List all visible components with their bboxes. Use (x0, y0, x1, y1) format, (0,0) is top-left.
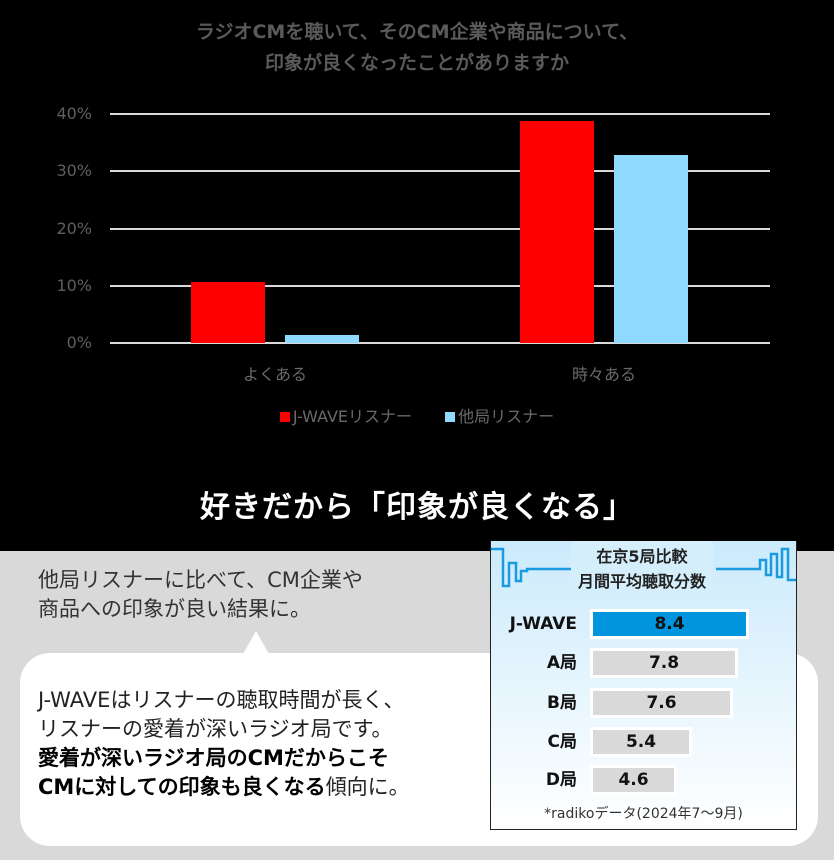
panel-title-line-1: 在京5局比較 (596, 547, 688, 566)
chart-title-line-1: ラジオCMを聴いて、そのCM企業や商品について、 (195, 21, 639, 43)
legend-label-other: 他局リスナー (458, 407, 555, 426)
bar-jwave: 8.4 (593, 612, 746, 636)
panel-title-line-2: 月間平均聴取分数 (577, 572, 706, 591)
gridline (110, 342, 770, 344)
x-label-sometimes: 時々ある (571, 365, 636, 384)
bubble-line-4-bold: CMに対しての印象も良くなる (38, 775, 326, 799)
chart-section: ラジオCMを聴いて、そのCM企業や商品について、 印象が良くなったことがあります… (0, 17, 834, 525)
y-tick-label: 30% (56, 161, 92, 181)
legend-item-jwave: J-WAVEリスナー (279, 406, 413, 428)
y-tick-label: 0% (66, 333, 92, 352)
speech-bubble-tail (243, 631, 269, 654)
bar-a: 7.8 (593, 651, 735, 675)
chart-title-line-2: 印象が良くなったことがありますか (264, 52, 569, 74)
gridline (110, 227, 770, 230)
bar-b: 7.6 (593, 691, 730, 715)
y-tick-label: 40% (56, 104, 92, 124)
bubble-line-4-normal: 傾向に。 (325, 775, 410, 799)
speech-bubble-text: J-WAVEはリスナーの聴取時間が長く、 リスナーの愛着が深いラジオ局です。 愛… (38, 686, 488, 802)
gridline (110, 170, 770, 173)
left-wave-icon (491, 547, 571, 588)
listening-time-panel: 在京5局比較 月間平均聴取分数 J-WAVE 8.4 A局 7.8 B局 7.6… (490, 541, 797, 830)
row-label-jwave: J-WAVE (509, 614, 577, 634)
bar-other-0 (285, 334, 359, 343)
y-tick-label: 20% (56, 218, 92, 238)
lead-text: 他局リスナーに比べて、CM企業や 商品への印象が良い結果に。 (38, 566, 478, 624)
legend-item-other: 他局リスナー (445, 406, 554, 428)
legend-swatch-red (279, 412, 290, 422)
bar-chart: 0% 10% 20% 30% 40% (56, 104, 770, 352)
legend-swatch-blue (445, 412, 456, 422)
lead-line-1: 他局リスナーに比べて、CM企業や (38, 568, 363, 592)
panel-title: 在京5局比較 月間平均聴取分数 (571, 541, 713, 602)
chart-legend: J-WAVEリスナー 他局リスナー (0, 406, 834, 428)
gridline (110, 284, 770, 287)
bar-jwave-0 (191, 281, 265, 343)
row-label-d: D局 (545, 770, 577, 790)
x-label-often: よくある (242, 365, 307, 384)
bubble-line-3: 愛着が深いラジオ局のCMだからこそ (38, 746, 389, 770)
right-wave-icon (716, 547, 796, 582)
bubble-line-2: リスナーの愛着が深いラジオ局です。 (38, 717, 393, 741)
bubble-line-1: J-WAVEはリスナーの聴取時間が長く、 (38, 688, 405, 712)
row-label-b: B局 (547, 693, 577, 713)
headline: 好きだから「印象が良くなる」 (200, 490, 634, 525)
legend-label-jwave: J-WAVEリスナー (292, 407, 413, 426)
bar-c: 5.4 (593, 730, 689, 754)
lead-line-2: 商品への印象が良い結果に。 (38, 597, 311, 621)
chart-title: ラジオCMを聴いて、そのCM企業や商品について、 印象が良くなったことがあります… (0, 17, 834, 79)
bar-other-1 (614, 154, 688, 343)
y-tick-label: 10% (56, 275, 92, 295)
row-label-c: C局 (547, 732, 577, 752)
gridline (110, 113, 770, 116)
data-source-note: *radikoデータ(2024年7〜9月) (544, 806, 743, 822)
row-label-a: A局 (546, 653, 577, 673)
bar-jwave-1 (520, 121, 594, 343)
bar-d: 4.6 (593, 768, 674, 792)
bubble-line-4: CMに対しての印象も良くなる傾向に。 (38, 773, 488, 802)
